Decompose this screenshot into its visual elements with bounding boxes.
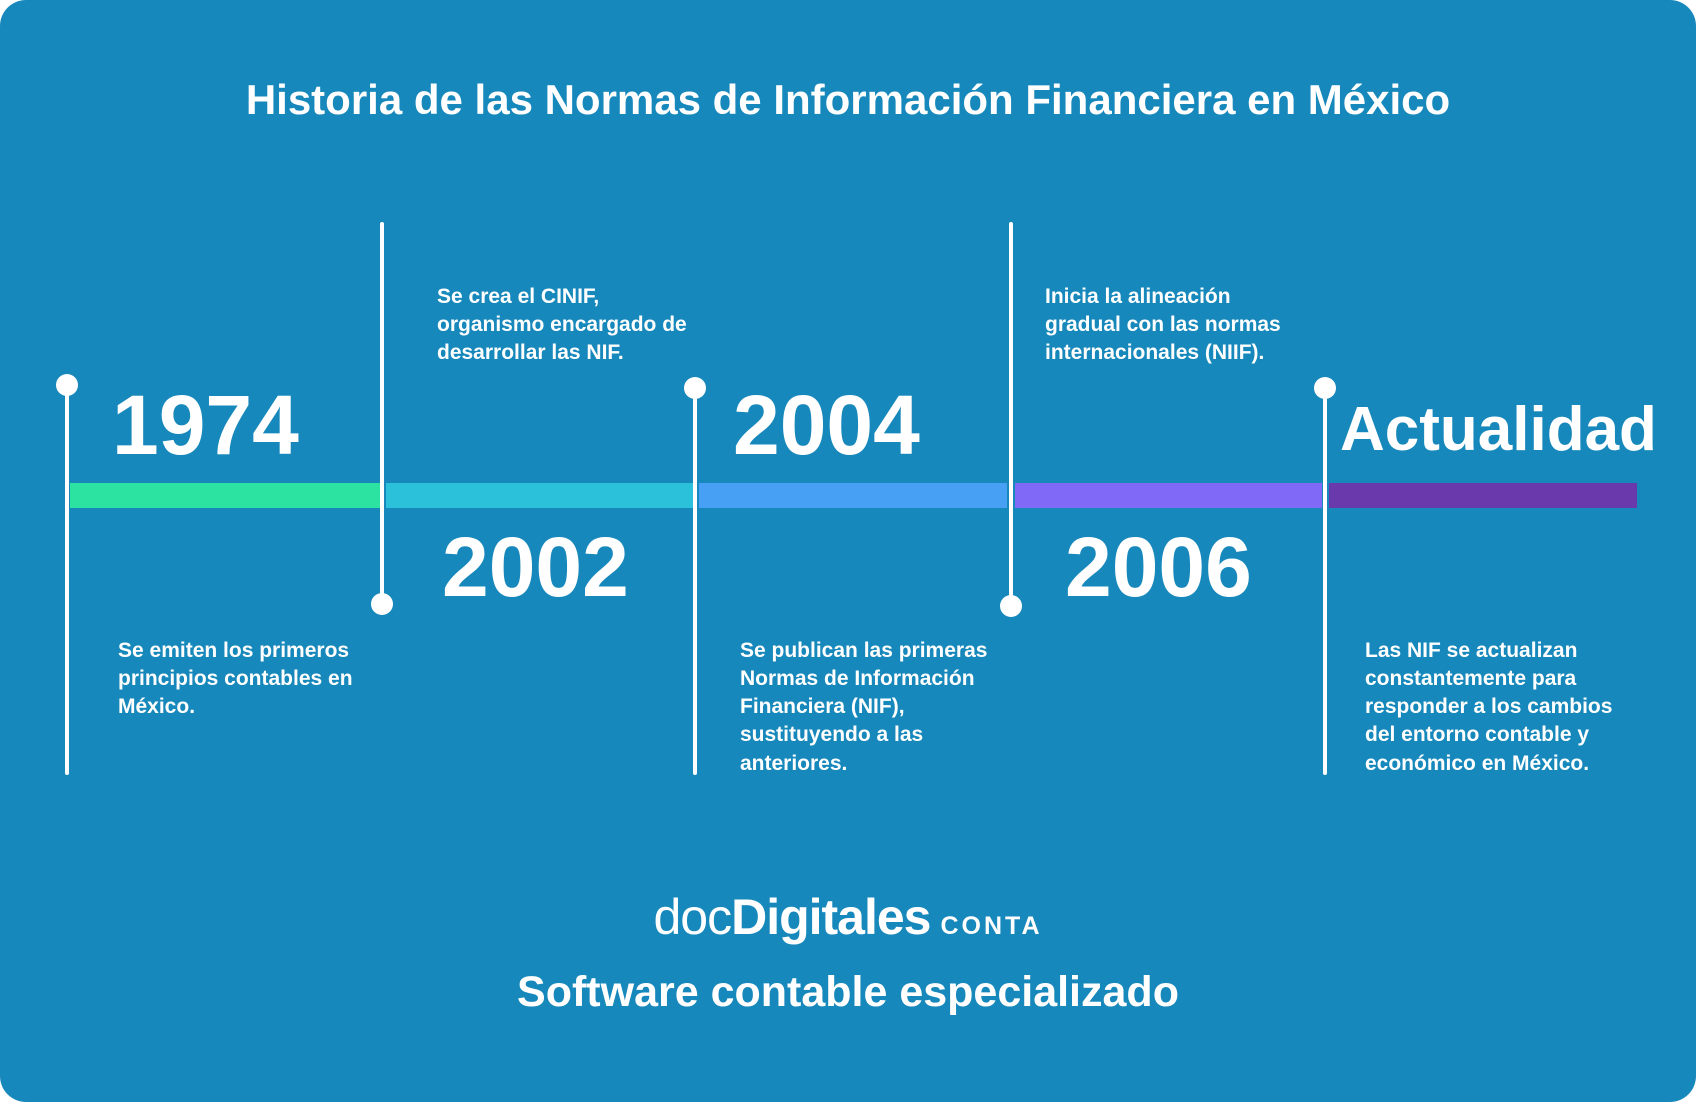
milestone-line-2004 [693, 389, 697, 775]
milestone-line-2002 [380, 222, 384, 604]
timeline-segment-2004 [699, 483, 1007, 508]
milestone-description-actualidad: Las NIF se actualizan constantemente par… [1365, 639, 1613, 775]
year-label-1974: 1974 [112, 378, 299, 472]
brand-tagline: Software contable especializado [517, 968, 1179, 1016]
milestone-description-2002: Se crea el CINIF, organismo encargado de… [437, 285, 687, 365]
timeline-segment-actualidad [1329, 483, 1637, 508]
year-label-2006: 2006 [1065, 520, 1252, 614]
timeline-segment-2002 [386, 483, 693, 508]
milestone-description-1974: Se emiten los primeros principios contab… [118, 639, 353, 719]
milestone-dot-1974 [56, 374, 78, 396]
milestone-dot-actualidad [1314, 377, 1336, 399]
milestone-dot-2006 [1000, 595, 1022, 617]
milestone-dot-2002 [371, 593, 393, 615]
timeline-segment-2006 [1015, 483, 1322, 508]
year-label-2002: 2002 [442, 520, 629, 614]
milestone-line-2006 [1009, 222, 1013, 606]
brand-logo-conta: CONTA [940, 912, 1043, 940]
milestone-line-actualidad [1323, 389, 1327, 775]
brand-logo-doc: doc [653, 889, 732, 945]
brand-logo-digitales: Digitales [731, 889, 931, 945]
milestone-dot-2004 [684, 377, 706, 399]
year-label-actualidad: Actualidad [1340, 395, 1657, 464]
year-label-2004: 2004 [733, 378, 920, 472]
milestone-line-1974 [65, 387, 69, 775]
brand-logo: doc Digitales CONTA [0, 888, 1696, 946]
milestone-description-2006: Inicia la alineación gradual con las nor… [1045, 285, 1281, 365]
page-title: Historia de las Normas de Información Fi… [245, 76, 1451, 123]
timeline-segment-1974 [70, 483, 381, 508]
milestone-description-2004: Se publican las primeras Normas de Infor… [740, 639, 988, 775]
